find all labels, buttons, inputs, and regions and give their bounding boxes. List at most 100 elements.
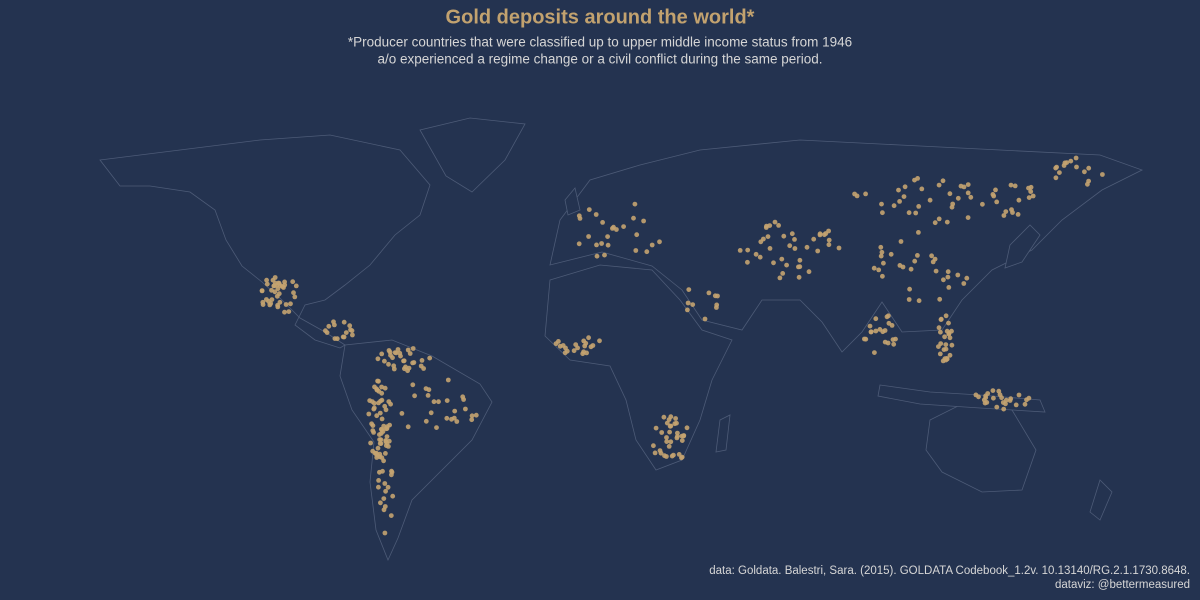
deposit-dot [679,438,685,443]
deposit-dot [378,441,384,446]
deposit-dot [393,350,399,356]
deposit-dot [557,343,563,349]
deposit-dot [272,275,278,280]
deposit-dot [621,224,626,230]
deposit-dot [283,302,289,307]
deposit-dot [792,246,798,251]
deposit-dot [427,355,433,361]
deposit-dot [371,430,376,435]
deposit-dot [593,212,599,217]
deposit-dot [641,218,646,224]
deposit-dot [671,452,676,458]
deposit-dot [796,264,801,270]
deposit-dot [863,336,869,342]
deposit-dot [881,260,886,266]
deposit-dot [753,251,759,257]
deposit-dot [888,251,894,257]
deposit-dot [880,329,886,335]
deposit-dot [597,338,602,344]
deposit-dot [368,440,373,446]
credit: dataviz: @bettermeasured [1055,579,1190,591]
deposit-dot [806,269,812,275]
deposit-dot [781,233,787,239]
deposit-dot [332,336,338,341]
new-zealand [1089,479,1113,521]
deposit-dot [382,385,388,391]
deposit-dot [991,395,996,401]
deposit-dot [985,391,991,396]
deposit-dot [377,437,382,442]
africa [544,264,733,471]
deposit-dot [938,329,943,335]
deposit-dot [571,348,577,354]
deposit-dot [1100,172,1105,177]
deposit-dot [661,414,667,420]
deposit-dot [879,249,885,255]
deposit-dot [667,429,672,435]
deposit-dot [1053,165,1059,171]
deposit-dot [268,301,274,306]
deposit-dot [1008,396,1014,402]
deposit-dot [901,194,907,200]
deposit-dot [937,296,943,302]
deposit-dot [854,193,860,199]
deposit-dot [879,201,884,207]
deposit-dot [348,327,353,333]
deposit-dot [745,259,750,265]
deposit-dot [955,272,961,278]
deposit-dot [1003,397,1009,403]
deposit-dot [936,344,941,349]
deposit-dot [586,207,592,213]
deposit-dot [388,352,393,358]
deposit-dot [369,399,375,404]
deposit-dot [1026,185,1031,191]
deposit-dot [454,419,460,424]
deposit-dot [945,269,951,275]
deposit-dot [410,346,416,351]
deposits [259,155,1105,536]
deposit-dot [945,274,951,280]
deposit-dot [1082,169,1087,175]
deposit-dot [556,339,561,344]
deposit-dot [586,234,591,239]
deposit-dot [681,433,687,438]
deposit-dot [761,236,766,242]
deposit-dot [379,416,385,422]
deposit-dot [452,408,458,414]
deposit-dot [389,472,394,478]
deposit-dot [383,488,388,494]
deposit-dot [633,248,639,253]
deposit-dot [385,484,391,490]
deposit-dot [664,435,669,440]
deposit-dot [880,273,885,279]
deposit-dot [473,412,479,418]
deposit-dot [949,342,955,348]
deposit-dot [779,256,785,262]
deposit-dot [980,201,985,207]
deposit-dot [343,330,349,335]
deposit-dot [933,268,939,274]
deposit-dot [673,416,678,421]
deposit-dot [950,201,956,207]
deposit-dot [292,294,298,300]
deposit-dot [702,316,708,322]
deposit-dot [264,297,269,302]
north-america [99,134,431,349]
deposit-dot [382,481,388,486]
deposit-dot [644,249,650,255]
deposit-dot [961,184,967,190]
deposit-dot [600,220,605,225]
deposit-dot [651,443,656,449]
deposit-dot [757,254,763,260]
deposit-dot [1086,165,1092,171]
deposit-dot [350,332,355,338]
deposit-dot [664,439,670,444]
deposit-dot [907,286,912,292]
deposit-dot [930,259,936,265]
deposit-dot [871,265,877,271]
deposit-dot [341,319,347,325]
deposit-dot [387,422,392,428]
deposit-dot [873,328,879,334]
deposit-dot [1022,401,1028,407]
deposit-dot [594,242,599,248]
